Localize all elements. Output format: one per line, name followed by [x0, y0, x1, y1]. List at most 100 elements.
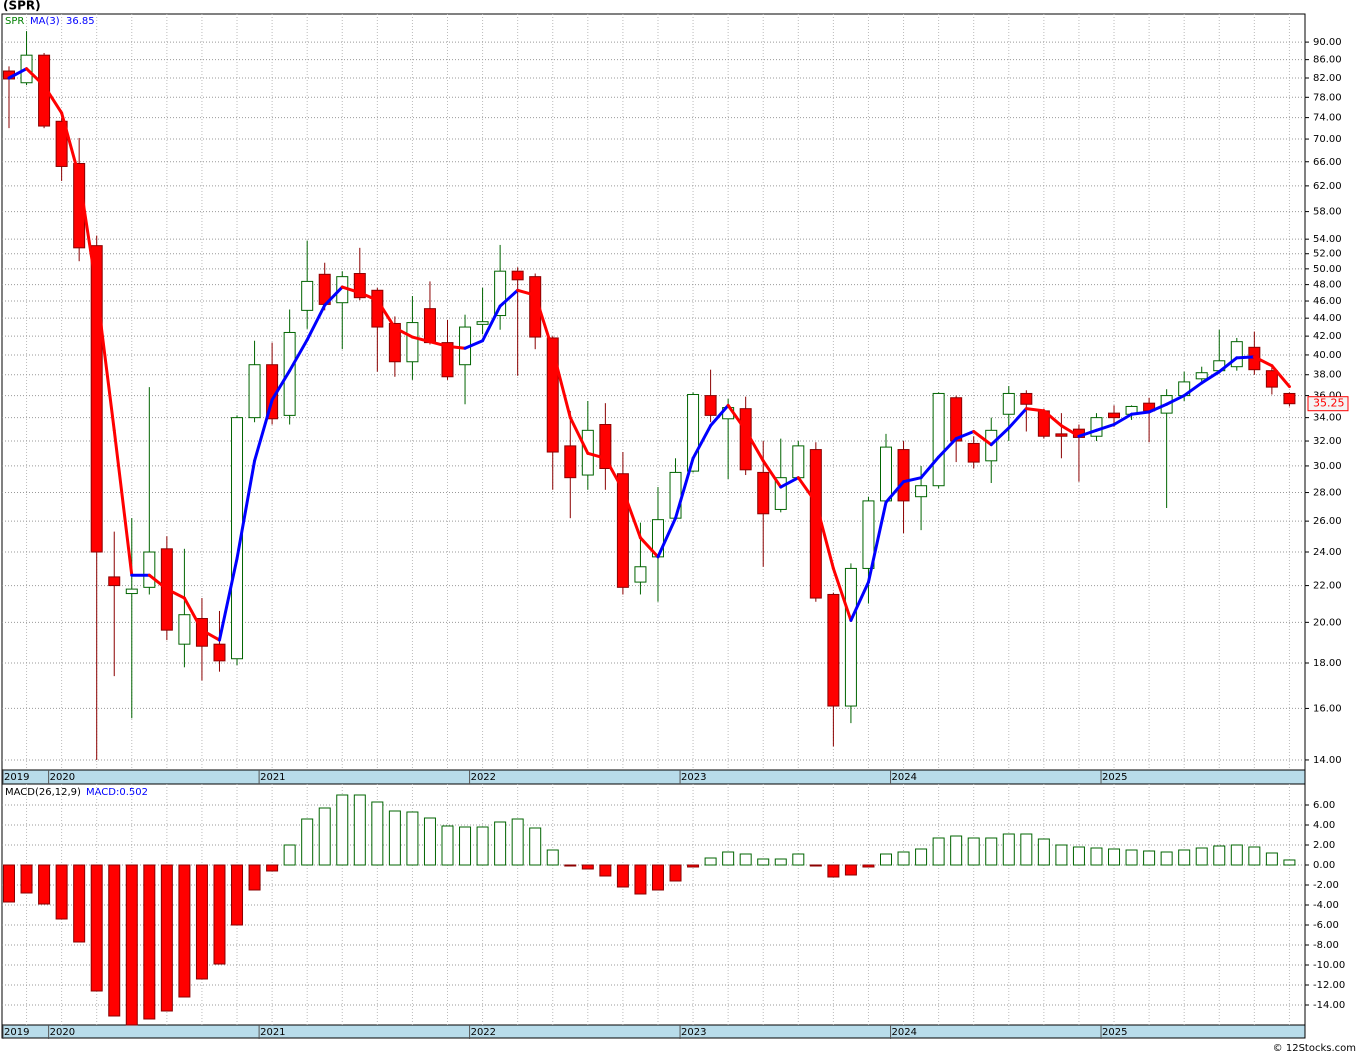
macd-bar: [985, 837, 998, 866]
ma-segment: [1252, 355, 1274, 368]
ma-segment: [761, 459, 783, 489]
y-tick-label: 14.00: [1313, 755, 1342, 766]
macd-bar: [1055, 844, 1068, 866]
macd-bar: [634, 864, 647, 895]
macd-bar: [1143, 850, 1156, 866]
y-tick-label: -10.00: [1313, 960, 1345, 971]
ma-segment: [1182, 381, 1204, 398]
ma-segment: [1235, 355, 1256, 360]
candle-body: [792, 445, 805, 479]
chart-title: (SPR): [3, 0, 41, 13]
candle-body: [932, 392, 945, 487]
macd-bar: [108, 864, 121, 1017]
macd-bar: [669, 864, 682, 882]
macd-bar: [1037, 838, 1050, 866]
macd-bar: [651, 864, 664, 891]
candle-body: [967, 442, 980, 463]
macd-bar: [599, 864, 612, 877]
candle-body: [108, 576, 121, 587]
ma-segment: [621, 488, 642, 540]
candle-body: [511, 270, 524, 281]
y-tick-label: 44.00: [1313, 313, 1342, 324]
macd-bar: [231, 864, 244, 926]
symbol-label: SPR: [5, 16, 24, 27]
candle-body: [915, 485, 928, 498]
ma-segment: [375, 298, 397, 330]
macd-bar: [1125, 849, 1138, 866]
ma-segment: [744, 428, 765, 463]
last-price-box: [1307, 396, 1349, 412]
ma-segment: [1042, 409, 1063, 428]
candle-body: [1020, 392, 1033, 405]
candle-body: [950, 397, 963, 442]
macd-bar: [301, 818, 314, 866]
ma-segment: [972, 430, 993, 447]
macd-bar: [1072, 846, 1085, 866]
y-tick-label: 90.00: [1313, 37, 1342, 48]
ma-segment: [1059, 424, 1081, 438]
macd-bar: [1178, 849, 1191, 866]
candle-body: [388, 322, 401, 363]
ma-segment: [428, 340, 449, 348]
ma-segment: [937, 437, 958, 459]
macd-bar: [318, 807, 331, 866]
macd-bar: [1108, 848, 1121, 866]
candle-body: [897, 449, 910, 502]
macd-bar: [704, 857, 717, 866]
candle-body: [301, 280, 314, 311]
candle-body: [564, 445, 577, 479]
candle-body: [880, 446, 892, 502]
y-tick-label: 38.00: [1313, 370, 1342, 381]
macd-bar: [20, 864, 33, 894]
ma-value: 36.85: [66, 16, 95, 27]
y-tick-label: 54.00: [1313, 234, 1342, 245]
footer: © 12Stocks.com: [1273, 1043, 1356, 1054]
y-tick-label: 78.00: [1313, 92, 1342, 103]
macd-bar: [616, 864, 629, 888]
ma-segment: [779, 476, 800, 489]
candle-body: [55, 120, 68, 167]
ma-segment: [674, 456, 695, 520]
candle-body: [704, 395, 717, 416]
macd-bar: [1090, 847, 1103, 866]
candle-body: [143, 551, 156, 588]
candle-body: [669, 471, 682, 519]
macd-bar: [950, 835, 963, 866]
macd-bar: [283, 844, 296, 866]
ma-segment: [446, 344, 467, 350]
ma-segment: [516, 288, 537, 297]
ma-segment: [95, 288, 116, 432]
y-tick-label: 2.00: [1313, 840, 1335, 851]
macd-bar: [967, 837, 980, 866]
y-tick-label: 48.00: [1313, 280, 1342, 291]
y-tick-label: 28.00: [1313, 488, 1342, 499]
ma-segment: [1270, 364, 1291, 389]
ma-segment: [288, 338, 309, 373]
ma-segment: [235, 459, 257, 560]
macd-bar: [897, 851, 910, 866]
macd-bar: [1283, 859, 1296, 866]
ma-segment: [989, 426, 1011, 447]
y-tick-label: 74.00: [1313, 113, 1342, 124]
candle-body: [1283, 392, 1296, 405]
macd-bar: [880, 853, 892, 866]
ma-segment: [323, 285, 344, 307]
candle-body: [616, 473, 629, 588]
candle-body: [1195, 372, 1208, 380]
macd-bar: [406, 811, 419, 866]
y-tick-label: 50.00: [1313, 264, 1342, 275]
candle-body: [1108, 412, 1121, 419]
macd-bar: [792, 853, 805, 866]
ma-segment: [463, 339, 485, 350]
macd-bar: [336, 794, 349, 866]
candle-body: [757, 471, 770, 515]
macd-bar: [441, 825, 454, 866]
macd-bar: [564, 864, 577, 867]
ma-segment: [217, 556, 239, 642]
candle-body: [774, 477, 787, 510]
ma-segment: [305, 303, 327, 342]
macd-bar: [494, 821, 507, 866]
macd-bar: [73, 864, 86, 943]
y-tick-label: 62.00: [1313, 181, 1342, 192]
